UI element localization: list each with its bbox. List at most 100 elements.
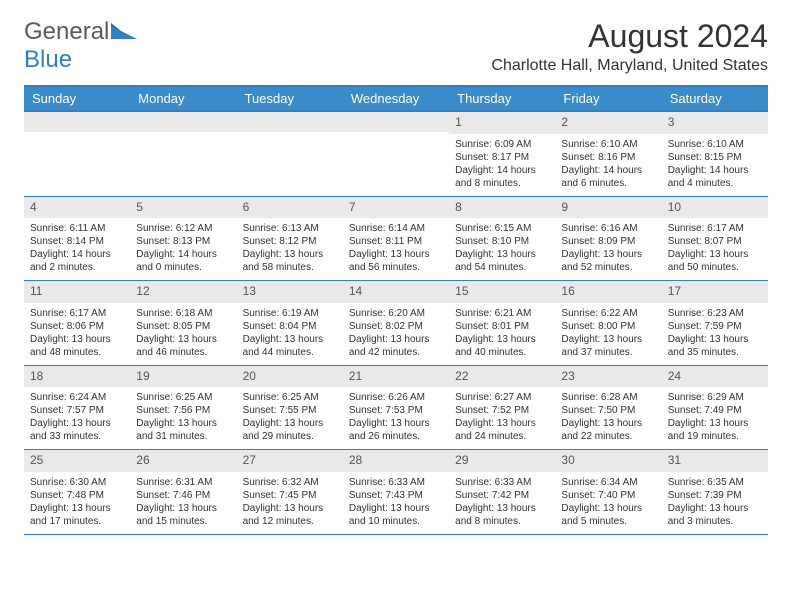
sunrise-text: Sunrise: 6:22 AM: [561, 307, 655, 320]
day-number: 14: [343, 281, 449, 303]
day-details: Sunrise: 6:33 AMSunset: 7:42 PMDaylight:…: [449, 472, 555, 534]
sunset-text: Sunset: 7:43 PM: [349, 489, 443, 502]
sunset-text: Sunset: 7:57 PM: [30, 404, 124, 417]
daylight-text: Daylight: 13 hours and 15 minutes.: [136, 502, 230, 528]
day-number: 28: [343, 450, 449, 472]
daylight-text: Daylight: 13 hours and 3 minutes.: [668, 502, 762, 528]
sunrise-text: Sunrise: 6:23 AM: [668, 307, 762, 320]
sunset-text: Sunset: 7:56 PM: [136, 404, 230, 417]
logo: GeneralBlue: [24, 18, 137, 74]
day-details: [343, 132, 449, 182]
sunset-text: Sunset: 7:50 PM: [561, 404, 655, 417]
header: GeneralBlue August 2024 Charlotte Hall, …: [24, 18, 768, 75]
weekday-header: Monday: [130, 87, 236, 110]
calendar-cell: 1Sunrise: 6:09 AMSunset: 8:17 PMDaylight…: [449, 112, 555, 196]
day-details: Sunrise: 6:17 AMSunset: 8:07 PMDaylight:…: [662, 218, 768, 280]
month-title: August 2024: [491, 18, 768, 55]
day-number: 1: [449, 112, 555, 134]
sunrise-text: Sunrise: 6:25 AM: [136, 391, 230, 404]
calendar-cell: 9Sunrise: 6:16 AMSunset: 8:09 PMDaylight…: [555, 197, 661, 281]
calendar-cell: 20Sunrise: 6:25 AMSunset: 7:55 PMDayligh…: [237, 366, 343, 450]
daylight-text: Daylight: 13 hours and 26 minutes.: [349, 417, 443, 443]
day-details: Sunrise: 6:29 AMSunset: 7:49 PMDaylight:…: [662, 387, 768, 449]
calendar-week: 11Sunrise: 6:17 AMSunset: 8:06 PMDayligh…: [24, 281, 768, 366]
sunrise-text: Sunrise: 6:31 AM: [136, 476, 230, 489]
calendar-cell: 4Sunrise: 6:11 AMSunset: 8:14 PMDaylight…: [24, 197, 130, 281]
daylight-text: Daylight: 13 hours and 29 minutes.: [243, 417, 337, 443]
day-details: Sunrise: 6:20 AMSunset: 8:02 PMDaylight:…: [343, 303, 449, 365]
day-number: 3: [662, 112, 768, 134]
sunrise-text: Sunrise: 6:25 AM: [243, 391, 337, 404]
day-number: 19: [130, 366, 236, 388]
day-details: Sunrise: 6:17 AMSunset: 8:06 PMDaylight:…: [24, 303, 130, 365]
sunrise-text: Sunrise: 6:20 AM: [349, 307, 443, 320]
calendar-cell: 17 Sunrise: 6:23 AMSunset: 7:59 PMDayligh…: [662, 281, 768, 365]
day-number: [237, 112, 343, 132]
day-details: [24, 132, 130, 182]
daylight-text: Daylight: 13 hours and 40 minutes.: [455, 333, 549, 359]
logo-flag-icon: [111, 18, 137, 46]
day-number: 26: [130, 450, 236, 472]
weekday-header: Saturday: [662, 87, 768, 110]
day-details: Sunrise: 6:15 AMSunset: 8:10 PMDaylight:…: [449, 218, 555, 280]
daylight-text: Daylight: 13 hours and 22 minutes.: [561, 417, 655, 443]
sunset-text: Sunset: 7:40 PM: [561, 489, 655, 502]
daylight-text: Daylight: 14 hours and 6 minutes.: [561, 164, 655, 190]
sunrise-text: Sunrise: 6:35 AM: [668, 476, 762, 489]
day-details: Sunrise: 6:13 AMSunset: 8:12 PMDaylight:…: [237, 218, 343, 280]
sunset-text: Sunset: 7:53 PM: [349, 404, 443, 417]
day-number: 29: [449, 450, 555, 472]
sunset-text: Sunset: 8:15 PM: [668, 151, 762, 164]
sunrise-text: Sunrise: 6:27 AM: [455, 391, 549, 404]
day-details: Sunrise: 6:26 AMSunset: 7:53 PMDaylight:…: [343, 387, 449, 449]
sunset-text: Sunset: 8:11 PM: [349, 235, 443, 248]
calendar-cell: 23Sunrise: 6:28 AMSunset: 7:50 PMDayligh…: [555, 366, 661, 450]
day-details: Sunrise: 6:33 AMSunset: 7:43 PMDaylight:…: [343, 472, 449, 534]
sunset-text: Sunset: 7:52 PM: [455, 404, 549, 417]
calendar-cell: 25Sunrise: 6:30 AMSunset: 7:48 PMDayligh…: [24, 450, 130, 534]
day-number: 12: [130, 281, 236, 303]
calendar-cell: 29Sunrise: 6:33 AMSunset: 7:42 PMDayligh…: [449, 450, 555, 534]
sunrise-text: Sunrise: 6:17 AM: [668, 222, 762, 235]
daylight-text: Daylight: 13 hours and 33 minutes.: [30, 417, 124, 443]
sunrise-text: Sunrise: 6:16 AM: [561, 222, 655, 235]
day-number: 2: [555, 112, 661, 134]
daylight-text: Daylight: 14 hours and 8 minutes.: [455, 164, 549, 190]
calendar-cell: 13Sunrise: 6:19 AMSunset: 8:04 PMDayligh…: [237, 281, 343, 365]
daylight-text: Daylight: 14 hours and 4 minutes.: [668, 164, 762, 190]
sunrise-text: Sunrise: 6:13 AM: [243, 222, 337, 235]
day-details: Sunrise: 6:27 AMSunset: 7:52 PMDaylight:…: [449, 387, 555, 449]
day-details: Sunrise: 6:31 AMSunset: 7:46 PMDaylight:…: [130, 472, 236, 534]
day-details: Sunrise: 6:19 AMSunset: 8:04 PMDaylight:…: [237, 303, 343, 365]
sunset-text: Sunset: 8:05 PM: [136, 320, 230, 333]
daylight-text: Daylight: 13 hours and 31 minutes.: [136, 417, 230, 443]
daylight-text: Daylight: 13 hours and 35 minutes.: [668, 333, 762, 359]
day-number: 7: [343, 197, 449, 219]
day-details: Sunrise: 6:24 AMSunset: 7:57 PMDaylight:…: [24, 387, 130, 449]
calendar-cell: 28Sunrise: 6:33 AMSunset: 7:43 PMDayligh…: [343, 450, 449, 534]
day-details: Sunrise: 6:25 AMSunset: 7:56 PMDaylight:…: [130, 387, 236, 449]
sunset-text: Sunset: 8:06 PM: [30, 320, 124, 333]
day-number: 5: [130, 197, 236, 219]
calendar-cell: 15Sunrise: 6:21 AMSunset: 8:01 PMDayligh…: [449, 281, 555, 365]
sunset-text: Sunset: 7:59 PM: [668, 320, 762, 333]
daylight-text: Daylight: 13 hours and 12 minutes.: [243, 502, 337, 528]
daylight-text: Daylight: 13 hours and 54 minutes.: [455, 248, 549, 274]
sunset-text: Sunset: 8:16 PM: [561, 151, 655, 164]
sunset-text: Sunset: 7:42 PM: [455, 489, 549, 502]
sunrise-text: Sunrise: 6:10 AM: [668, 138, 762, 151]
day-number: 9: [555, 197, 661, 219]
calendar-cell: [24, 112, 130, 196]
day-number: 17: [662, 281, 768, 303]
calendar-cell: 31Sunrise: 6:35 AMSunset: 7:39 PMDayligh…: [662, 450, 768, 534]
weekday-header-row: Sunday Monday Tuesday Wednesday Thursday…: [24, 85, 768, 112]
sunset-text: Sunset: 7:39 PM: [668, 489, 762, 502]
day-number: 22: [449, 366, 555, 388]
sunrise-text: Sunrise: 6:09 AM: [455, 138, 549, 151]
sunset-text: Sunset: 8:13 PM: [136, 235, 230, 248]
daylight-text: Daylight: 13 hours and 17 minutes.: [30, 502, 124, 528]
day-details: Sunrise: 6:35 AMSunset: 7:39 PMDaylight:…: [662, 472, 768, 534]
day-number: 11: [24, 281, 130, 303]
daylight-text: Daylight: 13 hours and 58 minutes.: [243, 248, 337, 274]
calendar-cell: 27Sunrise: 6:32 AMSunset: 7:45 PMDayligh…: [237, 450, 343, 534]
